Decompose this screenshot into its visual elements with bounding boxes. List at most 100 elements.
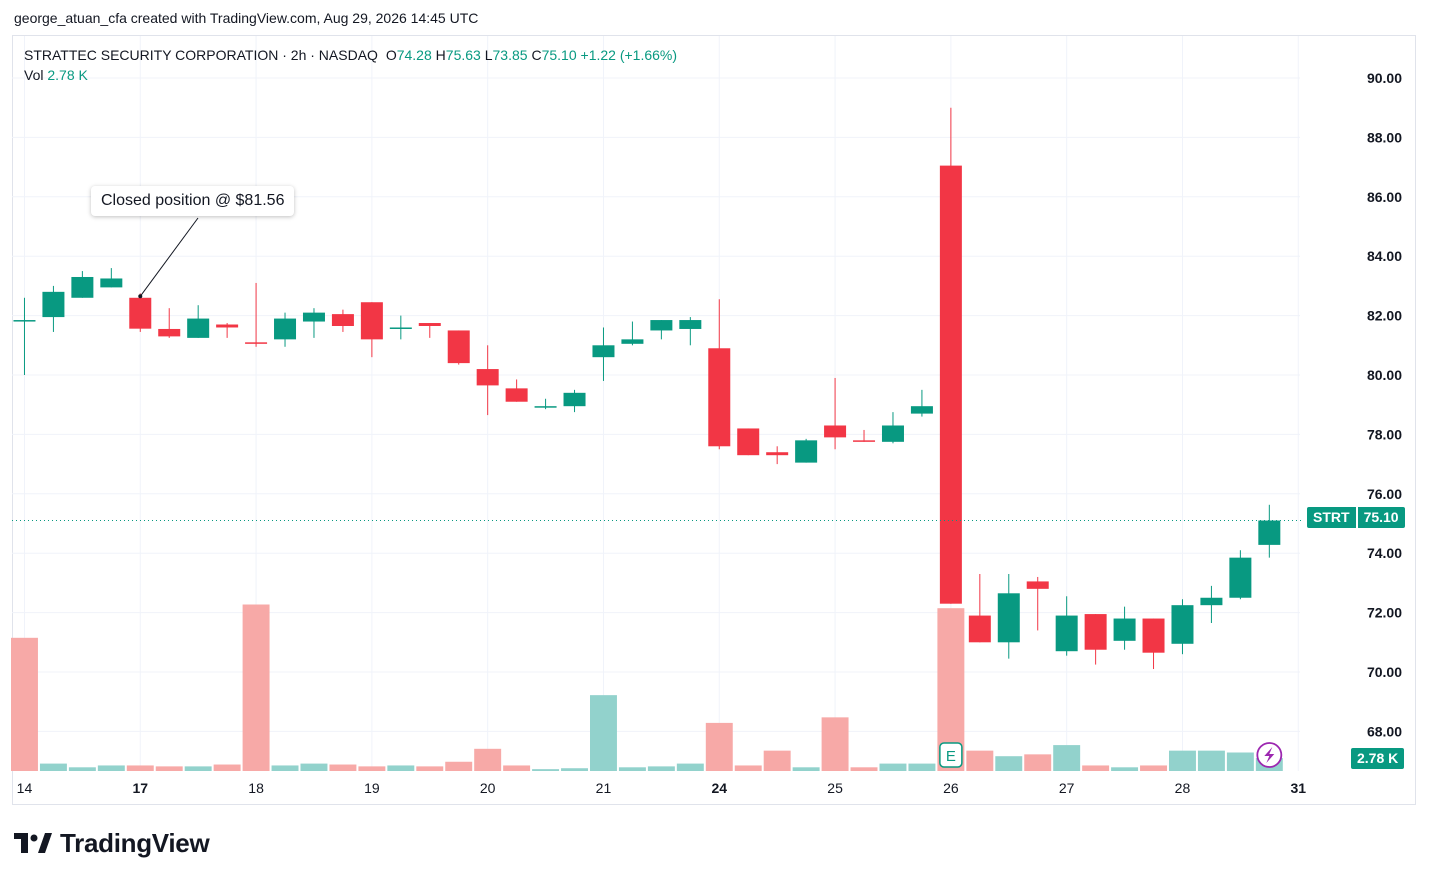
y-tick-label: 88.00 <box>1367 129 1402 145</box>
volume-bar <box>995 756 1023 771</box>
volume-bar <box>647 766 675 771</box>
low-key: L <box>484 47 493 63</box>
brand-name: TradingView <box>60 828 210 858</box>
candle-body <box>679 320 702 329</box>
volume-bar <box>1226 752 1254 771</box>
y-tick-label: 82.00 <box>1367 308 1402 324</box>
volume-bar <box>474 748 502 771</box>
candle-body <box>245 342 268 344</box>
price-tag-symbol: STRT <box>1307 507 1356 528</box>
x-tick-label: 20 <box>480 780 496 796</box>
candle-body <box>13 320 36 322</box>
y-tick-label: 80.00 <box>1367 367 1402 383</box>
volume-bar <box>1111 767 1139 771</box>
y-tick-label: 68.00 <box>1367 723 1402 739</box>
candle-body <box>997 593 1020 643</box>
candle-body <box>447 330 470 364</box>
volume-bar <box>705 722 733 771</box>
volume-bar <box>966 750 994 771</box>
low-value: 73.85 <box>492 47 528 63</box>
candle-body <box>1171 605 1194 644</box>
candle-body <box>737 428 760 456</box>
x-tick-label: 19 <box>364 780 380 796</box>
candle-body <box>331 314 354 326</box>
x-tick-label: 26 <box>943 780 959 796</box>
candle-body <box>824 425 847 438</box>
candle-body <box>910 406 933 414</box>
open-key: O <box>385 47 397 63</box>
callout-pointer <box>139 217 199 297</box>
volume-bar <box>242 604 270 771</box>
volume-bar <box>908 763 936 771</box>
tradingview-logo-icon <box>14 832 52 853</box>
x-tick-label: 28 <box>1175 780 1191 796</box>
high-key: H <box>435 47 446 63</box>
candle-body <box>42 291 65 318</box>
volume-bar <box>590 695 617 771</box>
candle-body <box>1229 557 1252 598</box>
x-tick-label: 27 <box>1059 780 1075 796</box>
volume-key: Vol <box>24 67 44 83</box>
volume-bar <box>329 764 357 771</box>
candle-body <box>1084 614 1107 650</box>
close-key: C <box>531 47 542 63</box>
x-tick-label: 31 <box>1290 780 1306 796</box>
x-tick-label: 21 <box>596 780 612 796</box>
volume-bar <box>503 765 531 771</box>
volume-bar <box>1169 750 1196 771</box>
chart-caption: george_atuan_cfa created with TradingVie… <box>14 10 479 26</box>
volume-bar <box>1024 754 1052 771</box>
y-tick-label: 76.00 <box>1367 486 1402 502</box>
candle-body <box>1258 520 1281 545</box>
candle-body <box>1055 615 1078 652</box>
volume-bar <box>68 767 96 771</box>
candle-body <box>100 278 123 288</box>
price-tag-value: 75.10 <box>1357 507 1405 528</box>
volume-bar <box>155 766 183 771</box>
candle-body <box>71 276 94 298</box>
change-value: +1.22 (+1.66%) <box>580 47 678 63</box>
volume-bar <box>763 750 791 771</box>
volume-bar <box>445 761 473 771</box>
volume-bar <box>1082 765 1110 771</box>
candle-body <box>476 369 499 386</box>
symbol-label[interactable]: STRATTEC SECURITY CORPORATION · 2h · NAS… <box>24 47 378 63</box>
chart-legend: STRATTEC SECURITY CORPORATION · 2h · NAS… <box>24 45 677 85</box>
candle-body <box>418 323 441 326</box>
volume-bar <box>821 717 849 771</box>
volume-bar <box>561 768 588 771</box>
candle-body <box>795 440 818 463</box>
volume-tag: 2.78 K <box>1351 748 1405 769</box>
last-price-tag: STRT 75.10 <box>1307 507 1405 528</box>
volume-row: Vol 2.78 K <box>24 65 677 85</box>
earnings-e-icon-letter: E <box>946 748 956 765</box>
candle-body <box>216 324 239 328</box>
volume-value: 2.78 K <box>47 67 88 83</box>
volume-bar <box>358 766 386 771</box>
volume-bar <box>734 765 762 771</box>
lightning-icon-bolt <box>1264 747 1275 763</box>
candle-body <box>129 297 152 329</box>
ohlc-row: STRATTEC SECURITY CORPORATION · 2h · NAS… <box>24 45 677 65</box>
candle-body <box>1026 581 1049 589</box>
closed-position-callout[interactable]: Closed position @ $81.56 <box>91 186 295 216</box>
candle-body <box>1113 618 1136 641</box>
candle-body <box>621 339 644 344</box>
footer-brand[interactable]: TradingView <box>14 828 210 859</box>
candle-body <box>939 165 962 604</box>
x-tick-label: 24 <box>711 780 727 796</box>
y-tick-label: 84.00 <box>1367 248 1402 264</box>
candle-body <box>360 302 383 340</box>
volume-bar <box>39 763 67 771</box>
candle-body <box>505 388 528 402</box>
x-tick-label: 17 <box>132 780 148 796</box>
volume-bar <box>1053 745 1081 771</box>
candle-body <box>563 392 586 407</box>
candle-body <box>158 328 181 337</box>
y-tick-label: 78.00 <box>1367 426 1402 442</box>
candle-body <box>302 312 325 322</box>
close-value: 75.10 <box>541 47 577 63</box>
y-tick-label: 90.00 <box>1367 70 1402 86</box>
x-tick-label: 14 <box>17 780 33 796</box>
